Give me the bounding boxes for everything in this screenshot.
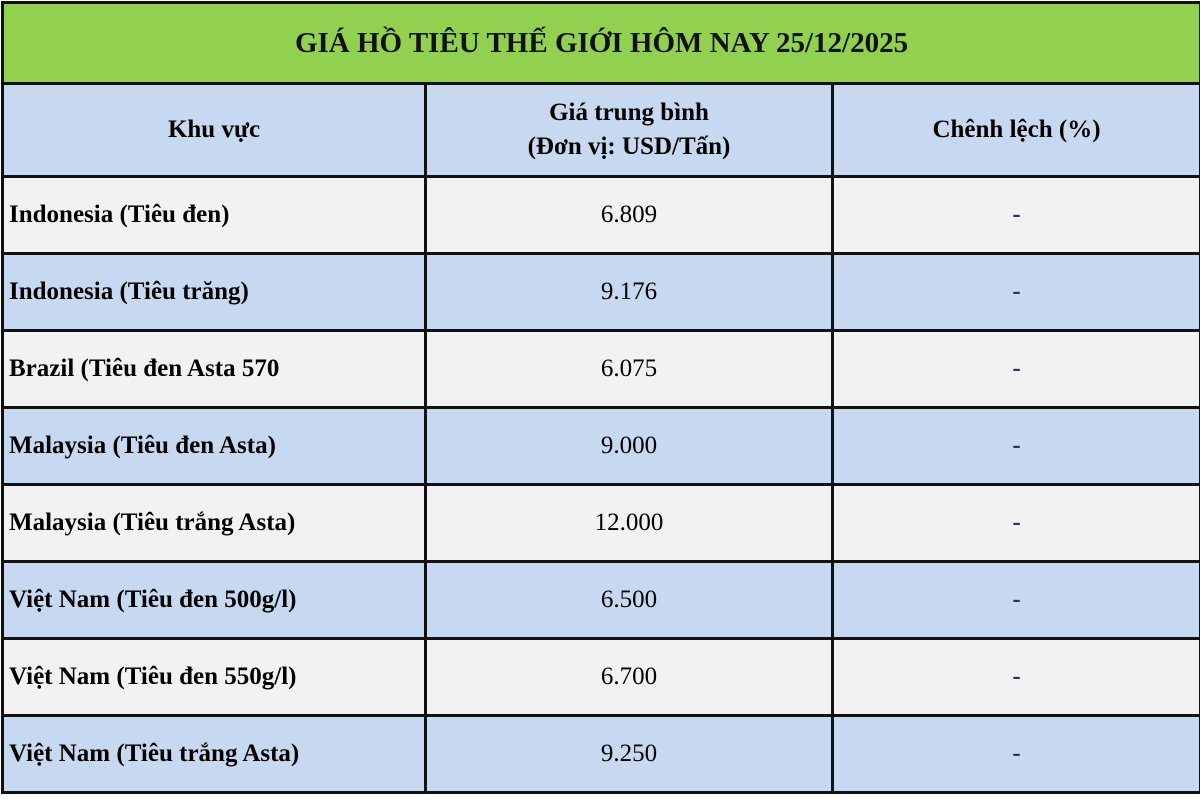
cell-region: Việt Nam (Tiêu đen 500g/l) xyxy=(3,562,426,639)
cell-price: 6.700 xyxy=(426,639,833,716)
cell-price: 9.250 xyxy=(426,716,833,793)
table-row: Việt Nam (Tiêu đen 500g/l)6.500- xyxy=(3,562,1200,639)
table-row: Indonesia (Tiêu đen)6.809- xyxy=(3,177,1200,254)
cell-price: 12.000 xyxy=(426,485,833,562)
cell-price: 6.809 xyxy=(426,177,833,254)
header-change: Chênh lệch (%) xyxy=(833,84,1200,177)
cell-price: 9.000 xyxy=(426,408,833,485)
header-price-line2: (Đơn vị: USD/Tấn) xyxy=(528,133,731,160)
cell-region: Indonesia (Tiêu đen) xyxy=(3,177,426,254)
cell-price: 6.075 xyxy=(426,331,833,408)
cell-change: - xyxy=(833,716,1200,793)
cell-region: Brazil (Tiêu đen Asta 570 xyxy=(3,331,426,408)
header-row: Khu vực Giá trung bình(Đơn vị: USD/Tấn) … xyxy=(3,84,1200,177)
header-price-line1: Giá trung bình xyxy=(549,99,709,126)
cell-region: Indonesia (Tiêu trăng) xyxy=(3,254,426,331)
cell-change: - xyxy=(833,562,1200,639)
header-region: Khu vực xyxy=(3,84,426,177)
cell-price: 6.500 xyxy=(426,562,833,639)
table-row: Việt Nam (Tiêu đen 550g/l)6.700- xyxy=(3,639,1200,716)
cell-region: Việt Nam (Tiêu trắng Asta) xyxy=(3,716,426,793)
header-price: Giá trung bình (Đơn vị: USD/Tấn) xyxy=(426,84,833,177)
cell-region: Malaysia (Tiêu đen Asta) xyxy=(3,408,426,485)
cell-change: - xyxy=(833,254,1200,331)
cell-price: 9.176 xyxy=(426,254,833,331)
cell-change: - xyxy=(833,485,1200,562)
cell-change: - xyxy=(833,639,1200,716)
cell-region: Malaysia (Tiêu trắng Asta) xyxy=(3,485,426,562)
table-row: Việt Nam (Tiêu trắng Asta)9.250- xyxy=(3,716,1200,793)
table-row: Malaysia (Tiêu trắng Asta)12.000- xyxy=(3,485,1200,562)
cell-change: - xyxy=(833,177,1200,254)
cell-change: - xyxy=(833,331,1200,408)
table-row: Indonesia (Tiêu trăng)9.176- xyxy=(3,254,1200,331)
cell-region: Việt Nam (Tiêu đen 550g/l) xyxy=(3,639,426,716)
cell-change: - xyxy=(833,408,1200,485)
table-row: Malaysia (Tiêu đen Asta)9.000- xyxy=(3,408,1200,485)
table-title: GIÁ HỒ TIÊU THẾ GIỚI HÔM NAY 25/12/2025 xyxy=(3,3,1200,84)
